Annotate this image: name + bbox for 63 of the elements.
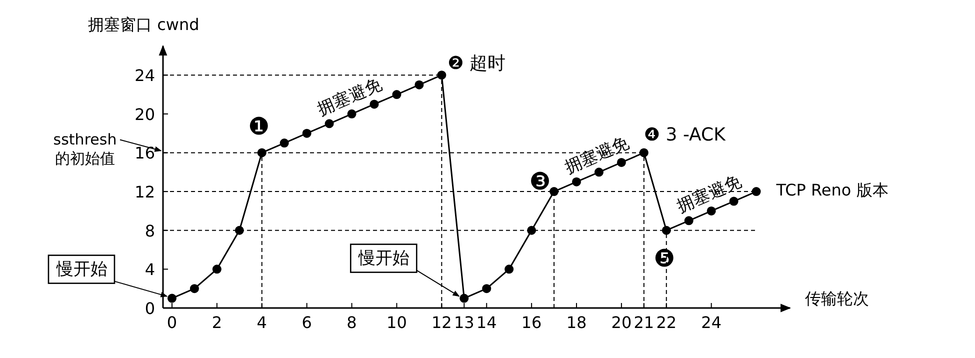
- annotation: 慢开始: [55, 259, 108, 280]
- annotation: 慢开始: [358, 248, 410, 268]
- point: [414, 80, 424, 90]
- x-tick-label: 14: [476, 313, 497, 332]
- x-tick-label: 18: [566, 313, 587, 332]
- x-tick-label: 21: [634, 313, 654, 332]
- point: [706, 206, 716, 216]
- x-tick-label: 2: [212, 313, 222, 332]
- y-tick-label: 20: [134, 104, 155, 124]
- point: [302, 128, 312, 138]
- point: [527, 226, 536, 235]
- y-tick-label: 16: [134, 144, 155, 163]
- x-tick-label: 12: [431, 313, 452, 332]
- point: [639, 148, 648, 158]
- point: [572, 177, 582, 186]
- annotation: TCP Reno 版本: [775, 180, 888, 200]
- x-tick-label: 4: [256, 313, 267, 332]
- point: [460, 294, 469, 303]
- point: [324, 119, 334, 128]
- point: [594, 168, 604, 177]
- x-tick-label: 0: [166, 313, 178, 332]
- annotation: ❶: [248, 112, 270, 141]
- ref-line-label: ssthresh 的初始值: [53, 130, 117, 168]
- x-tick-label: 20: [611, 313, 632, 332]
- point: [504, 264, 514, 274]
- point: [347, 109, 356, 118]
- point: [550, 187, 559, 196]
- point: [684, 216, 694, 226]
- point: [752, 187, 761, 196]
- x-tick-label: 6: [302, 313, 312, 332]
- point: [280, 138, 289, 148]
- annotation: 拥塞避免: [674, 172, 745, 218]
- y-axis-title: 拥塞窗口 cwnd: [88, 15, 200, 34]
- point: [482, 284, 492, 294]
- point: [437, 70, 446, 80]
- point: [729, 196, 738, 206]
- y-tick-label: 8: [144, 221, 155, 240]
- annotation: ❹ 3 -ACK: [644, 124, 727, 146]
- annotation: ❸: [529, 168, 551, 196]
- point: [234, 226, 244, 235]
- x-tick-label: 16: [521, 313, 542, 332]
- y-tick-label: 4: [144, 260, 155, 280]
- y-tick-label: 0: [144, 299, 155, 318]
- point: [190, 284, 199, 294]
- point: [392, 90, 402, 100]
- annotation: 拥塞避免: [562, 132, 632, 178]
- point: [257, 148, 266, 158]
- x-tick-label: 13: [454, 313, 474, 332]
- x-tick-label: 8: [346, 313, 357, 332]
- annotation: ❺: [654, 244, 676, 272]
- annotation: ❷ 超时: [448, 53, 506, 74]
- x-tick-label: 24: [701, 313, 722, 332]
- point: [662, 226, 671, 235]
- y-tick-label: 24: [134, 66, 155, 86]
- x-axis-title: 传输轮次: [805, 289, 869, 308]
- point: [616, 158, 626, 167]
- point: [212, 264, 222, 274]
- x-tick-label: 10: [386, 313, 407, 332]
- x-tick-label: 22: [656, 313, 677, 332]
- y-tick-label: 12: [134, 182, 155, 202]
- point: [167, 294, 176, 303]
- point: [370, 100, 379, 109]
- annotation: 拥塞避免: [314, 74, 385, 120]
